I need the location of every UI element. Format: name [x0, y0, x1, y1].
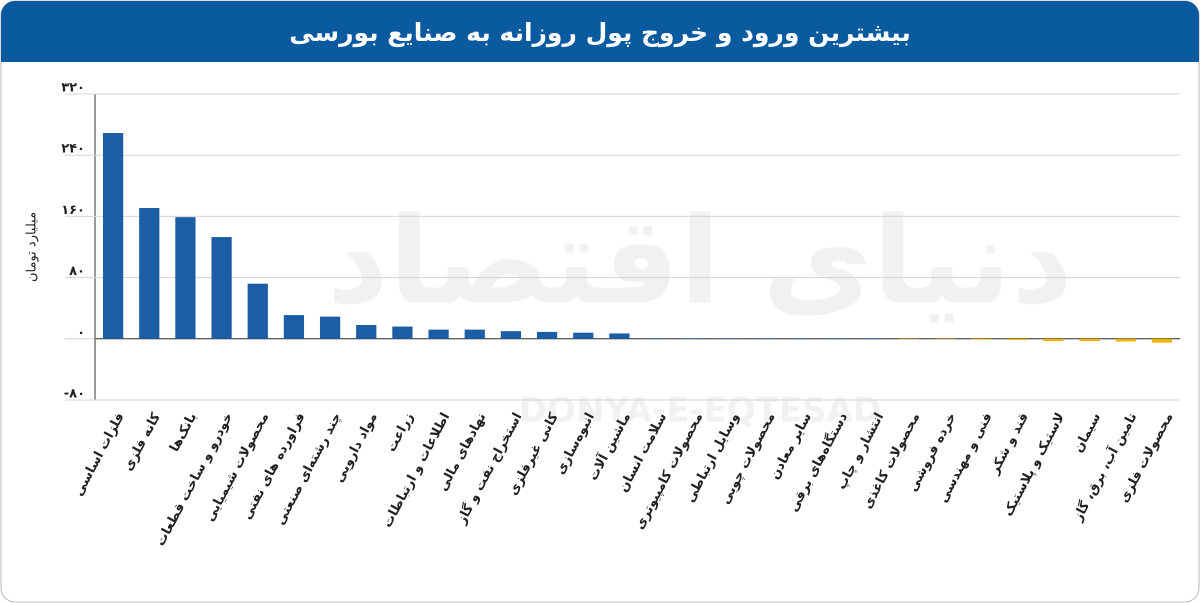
- bar: [1115, 338, 1136, 342]
- bar: [717, 338, 739, 340]
- bar: [970, 338, 992, 340]
- bar: [175, 217, 196, 339]
- bar: [681, 338, 702, 339]
- y-tick-label: -۸۰: [64, 387, 85, 402]
- bar: [319, 316, 341, 339]
- bar: [898, 338, 919, 340]
- bar: [1043, 338, 1064, 342]
- watermark: دنیای اقتصاد: [327, 193, 1073, 332]
- bar: [790, 338, 811, 340]
- bar: [1079, 338, 1100, 342]
- y-tick-label: ۲۴۰: [61, 142, 85, 157]
- bar: [139, 207, 160, 339]
- bar: [247, 283, 268, 339]
- bar: [753, 338, 775, 340]
- y-tick-label: ۰: [77, 325, 85, 340]
- bar: [536, 331, 558, 339]
- bar: [1151, 338, 1173, 343]
- watermark-latin: DONYA-E-EQTESAD: [519, 391, 881, 431]
- bar: [211, 237, 232, 339]
- bar: [826, 338, 847, 340]
- bar: [862, 338, 883, 340]
- bar: [573, 332, 594, 339]
- bar: [283, 315, 305, 339]
- y-tick-label: ۱۶۰: [61, 203, 85, 218]
- bar: [500, 331, 522, 339]
- bar: [1007, 338, 1028, 340]
- bar: [392, 326, 413, 339]
- bar: [934, 338, 956, 340]
- bar: [102, 133, 124, 339]
- header-band: [1, 1, 1199, 62]
- y-tick-label: ۸۰: [69, 264, 85, 279]
- y-axis-label: میلیارد تومان: [25, 212, 40, 282]
- bar: [356, 325, 377, 339]
- bar: [428, 329, 449, 339]
- chart-title: بیشترین ورود و خروج پول روزانه به صنایع …: [289, 18, 911, 48]
- y-tick-label: ۳۲۰: [61, 81, 85, 96]
- bar: [609, 333, 630, 339]
- bar: [464, 329, 485, 339]
- bar: [645, 338, 666, 339]
